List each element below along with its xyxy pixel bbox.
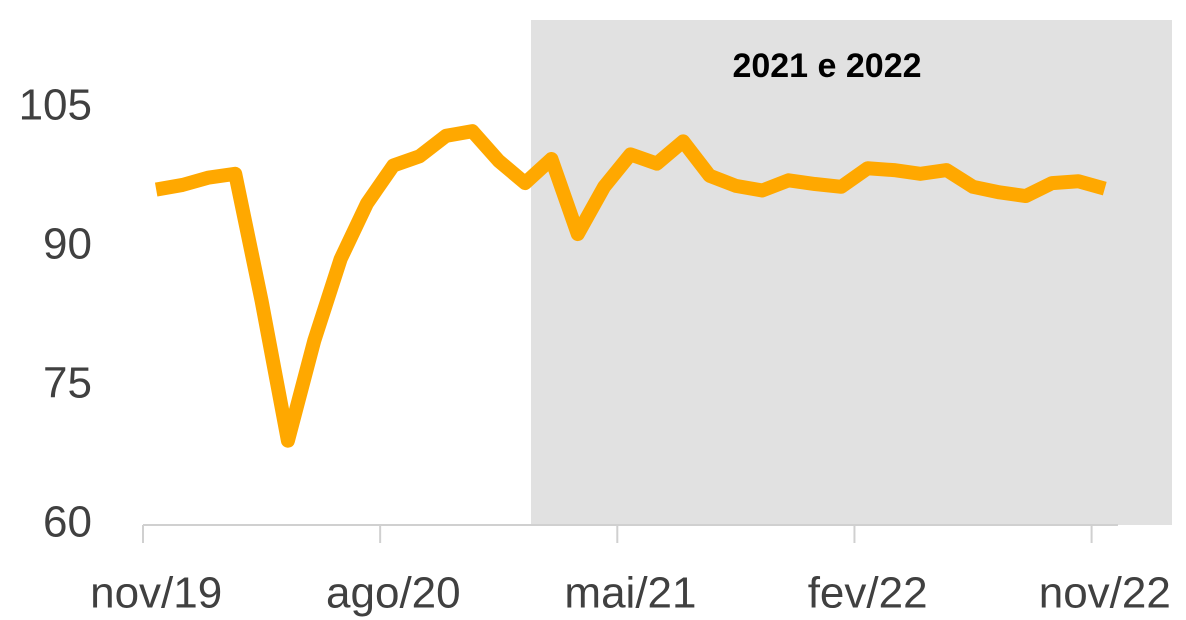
y-tick-label: 60 — [43, 498, 92, 547]
y-tick-label: 75 — [43, 359, 92, 408]
annotation: 2021 e 2022 — [732, 47, 921, 85]
x-tick-label: mai/21 — [564, 569, 696, 618]
x-tick-label: nov/19 — [90, 569, 222, 618]
data-line — [154, 124, 1107, 448]
x-tick-label: ago/20 — [326, 569, 461, 618]
highlight-region — [531, 20, 1172, 525]
y-tick-label: 90 — [43, 220, 92, 269]
x-tick-label: fev/22 — [808, 569, 928, 618]
x-tick-label: nov/22 — [1039, 569, 1171, 618]
y-tick-label: 105 — [19, 81, 92, 130]
